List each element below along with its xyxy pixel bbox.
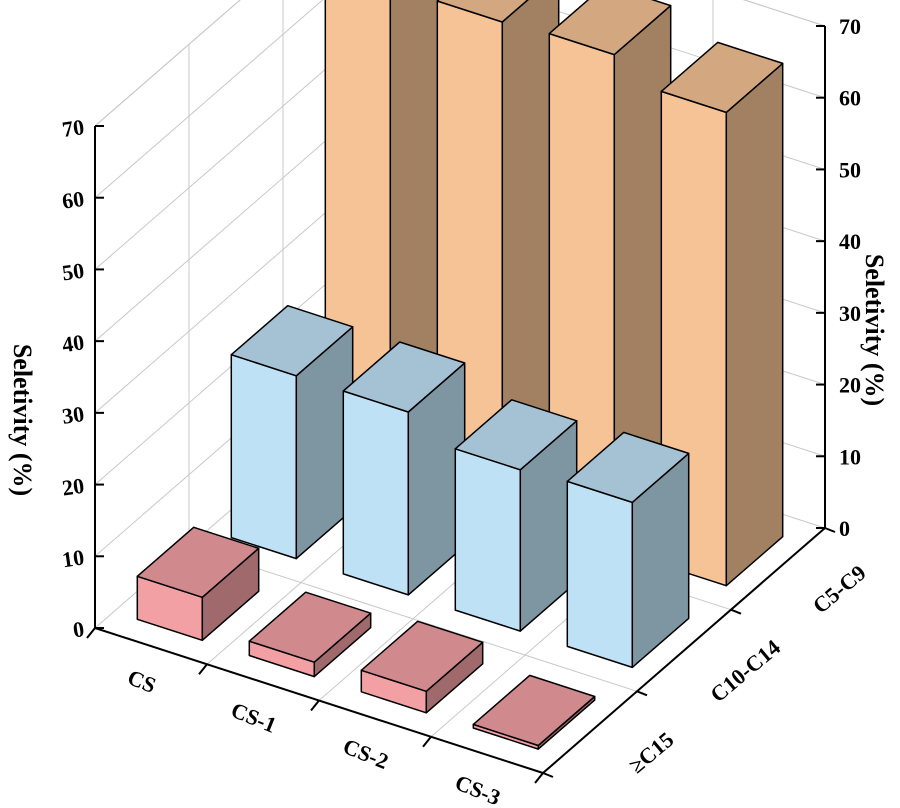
bar-top-face bbox=[342, 341, 466, 413]
y-category-label: C5-C9 bbox=[808, 560, 871, 618]
z-tick-label-left: 0 bbox=[71, 616, 85, 642]
grid-line-left-z bbox=[94, 0, 324, 199]
y-tick-mark bbox=[636, 690, 648, 697]
z-tick-label-left: 20 bbox=[60, 473, 85, 501]
bar-C15-cs-1 bbox=[248, 591, 372, 678]
z-tick-label-right: 10 bbox=[839, 444, 861, 469]
x-tick-mark bbox=[534, 772, 544, 784]
z-axis-title-right: Seletivity (%) bbox=[860, 254, 889, 406]
grid-edge bbox=[94, 0, 241, 127]
z-tick-label-right: 30 bbox=[839, 301, 861, 326]
bar-top-face bbox=[660, 41, 784, 114]
bar-front-face bbox=[566, 480, 634, 669]
x-category-label: CS-1 bbox=[228, 697, 280, 738]
z-tick-label-right: 70 bbox=[839, 14, 861, 39]
z-tick-label-right: 40 bbox=[839, 229, 861, 254]
x-tick-mark bbox=[422, 736, 432, 748]
z-tick-label-left: 30 bbox=[60, 401, 85, 429]
y-tick-mark bbox=[824, 527, 836, 533]
bar-top-face bbox=[248, 591, 372, 663]
z-tick-label-left: 10 bbox=[60, 544, 85, 572]
bar-top-face bbox=[548, 0, 672, 56]
y-axis-line bbox=[542, 527, 826, 774]
bar-top-face bbox=[436, 0, 529, 23]
z-tick-label-left: 60 bbox=[60, 186, 85, 214]
x-tick-mark bbox=[198, 663, 208, 675]
z-axis-title-left: Seletivity (%) bbox=[8, 344, 37, 496]
bar-C15-cs-2 bbox=[360, 620, 484, 714]
grid-line-floor-y bbox=[188, 545, 638, 692]
z-tick-label-left: 40 bbox=[60, 329, 85, 357]
bar-C15-cs-3 bbox=[472, 674, 596, 750]
bar-top-face bbox=[566, 431, 690, 504]
bar-front-face bbox=[230, 353, 298, 560]
y-category-label: C10-C14 bbox=[705, 634, 785, 707]
bar-layer bbox=[136, 0, 784, 750]
axis-layer bbox=[86, 25, 836, 784]
z-tick-label-left: 50 bbox=[60, 258, 85, 286]
z-tick-label-right: 60 bbox=[839, 86, 861, 111]
x-category-label: CS-3 bbox=[452, 770, 504, 808]
x-category-label: CS bbox=[124, 664, 159, 698]
bar-front-face bbox=[342, 390, 410, 596]
x-tick-mark bbox=[86, 627, 96, 639]
bar-C10C14-cs-3 bbox=[566, 431, 690, 669]
bar-top-face bbox=[472, 674, 596, 747]
bar-top-face bbox=[136, 526, 260, 599]
bar-top-face bbox=[360, 620, 484, 693]
grid-edge bbox=[743, 0, 826, 27]
z-tick-label-left: 70 bbox=[60, 114, 85, 142]
bar-top-face bbox=[454, 399, 578, 471]
z-tick-label-right: 50 bbox=[839, 157, 861, 182]
z-tick-label-right: 20 bbox=[839, 373, 861, 398]
y-tick-mark bbox=[542, 772, 554, 778]
x-tick-mark bbox=[310, 699, 320, 712]
bar-C10C14-cs-1 bbox=[342, 341, 466, 596]
bar-C10C14-cs-2 bbox=[454, 399, 578, 632]
z-tick-label-right: 0 bbox=[839, 516, 850, 541]
bar-side-face bbox=[725, 62, 784, 587]
y-tick-mark bbox=[730, 608, 742, 615]
bar-C10C14-cs bbox=[230, 304, 354, 560]
bar-C15-cs bbox=[136, 526, 260, 642]
x-category-label: CS-2 bbox=[340, 733, 392, 774]
y-category-label: ≥C15 bbox=[624, 727, 678, 778]
bar-top-face bbox=[230, 304, 354, 377]
bar-front-face bbox=[454, 448, 522, 632]
